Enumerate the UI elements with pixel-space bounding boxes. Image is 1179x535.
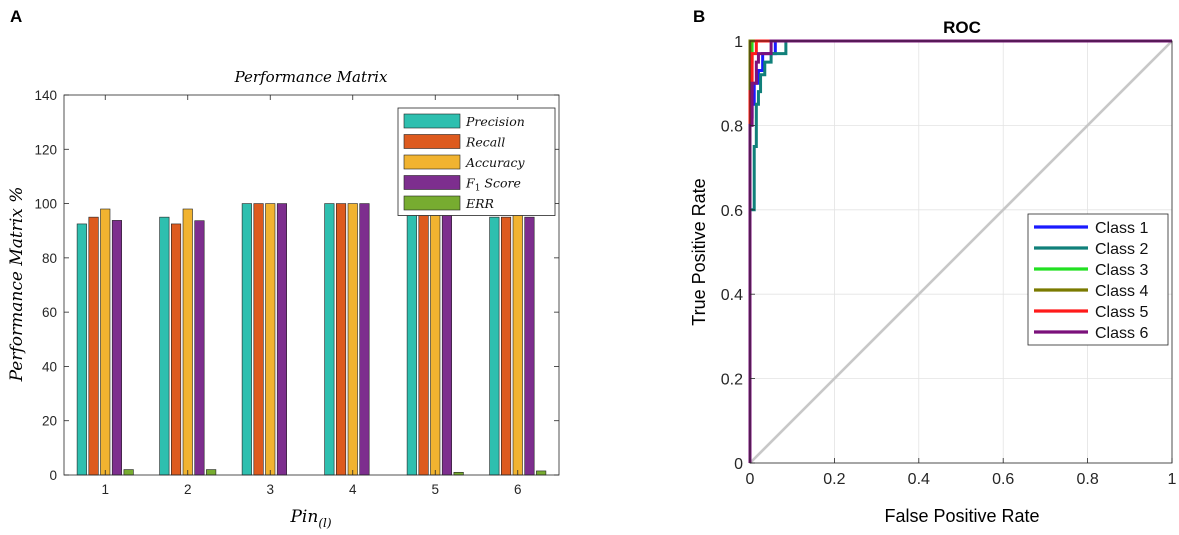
bar-accuracy-2 — [182, 208, 193, 476]
chart-a-title: Performance Matrix — [234, 68, 388, 86]
bar-accuracy-4 — [347, 203, 358, 476]
panel-a-label: A — [10, 7, 22, 26]
y-tick-label: 20 — [42, 414, 57, 429]
y-tick-label: 140 — [34, 88, 57, 103]
chart-b-legend — [1027, 213, 1169, 346]
bar-err-6 — [536, 470, 547, 476]
chart-b-xlabel: False Positive Rate — [884, 506, 1039, 526]
bar-recall-6 — [500, 216, 512, 476]
y-tick-label: 40 — [42, 359, 57, 374]
legend-swatch-f1-score — [403, 175, 461, 190]
legend-label-precision: Precision — [465, 114, 525, 129]
chart-b-axes-box — [749, 40, 1173, 464]
bar-f1-score-3 — [276, 203, 288, 476]
legend-label-class-6: Class 6 — [1095, 325, 1148, 342]
chart-b-ylabel: True Positive Rate — [689, 178, 709, 325]
legend-label-class-5: Class 5 — [1095, 304, 1148, 321]
x-tick-label: 2 — [184, 482, 192, 497]
legend-swatch-precision — [403, 113, 461, 129]
y-tick-label: 1 — [734, 34, 743, 51]
y-tick-label: 0.2 — [721, 372, 743, 389]
legend-text-sub: 1 — [475, 184, 481, 194]
y-tick-label: 0.4 — [721, 287, 743, 304]
legend-label-class-1: Class 1 — [1095, 220, 1148, 237]
x-tick-label: 4 — [349, 482, 357, 497]
bar-precision-2 — [159, 216, 170, 476]
legend-label-accuracy: Accuracy — [465, 155, 526, 170]
bar-f1-score-5 — [441, 210, 453, 476]
legend-swatch-recall — [403, 134, 461, 149]
bar-f1-score-6 — [524, 216, 535, 476]
legend-text: Recall — [465, 135, 505, 150]
x-tick-label: 5 — [431, 482, 439, 497]
y-tick-label: 120 — [34, 142, 57, 157]
x-tick-label: 3 — [266, 482, 274, 497]
y-tick-label: 100 — [34, 197, 57, 212]
legend-label-f1-score: F1 Score — [465, 176, 521, 194]
x-tick-label: 0.8 — [1076, 471, 1098, 488]
legend-label-recall: Recall — [465, 135, 505, 150]
chart-a-xlabel: Pin(l) — [289, 507, 331, 530]
legend-text: Accuracy — [465, 155, 526, 170]
roc-diagonal-line — [749, 40, 1173, 464]
legend-label-err: ERR — [465, 196, 494, 211]
y-tick-label: 0 — [734, 456, 743, 473]
bar-err-1 — [123, 469, 134, 476]
legend-swatch-err — [403, 195, 461, 211]
legend-text-tail: Score — [480, 176, 520, 191]
panel-b-label: B — [693, 7, 705, 26]
legend-text: Precision — [465, 114, 525, 129]
bar-err-2 — [206, 469, 217, 476]
bar-f1-score-4 — [359, 203, 370, 476]
bar-accuracy-1 — [100, 208, 111, 476]
bar-recall-3 — [253, 203, 264, 476]
bar-precision-1 — [76, 223, 87, 476]
legend-text: F — [465, 176, 476, 191]
y-tick-label: 80 — [42, 251, 57, 266]
chart-a-axes-box — [63, 94, 560, 476]
bar-precision-5 — [406, 210, 417, 476]
bar-precision-4 — [324, 203, 335, 476]
chart-b: 0 0.2 0.4 0.6 0.8 1 0 0.2 0.4 0.6 0.8 1 Class 1 Class… — [721, 34, 1177, 488]
x-tick-label: 1 — [101, 482, 109, 497]
bar-f1-score-2 — [194, 220, 205, 476]
x-tick-label: 0 — [746, 471, 755, 488]
chart-a-xlabel-sub: (l) — [318, 516, 332, 530]
y-tick-label: 0.6 — [721, 203, 743, 220]
x-tick-label: 0.4 — [908, 471, 930, 488]
bar-f1-score-1 — [111, 220, 122, 476]
y-tick-label: 0 — [49, 468, 57, 483]
bar-precision-3 — [241, 203, 252, 476]
bar-precision-6 — [489, 216, 500, 476]
chart-b-title: ROC — [943, 18, 981, 37]
chart-a: 0 20 40 60 80 100 120 140 1 2 3 4 5 6 Precision Recall A… — [34, 88, 560, 497]
y-tick-label: 60 — [42, 305, 57, 320]
y-tick-label: 0.8 — [721, 118, 743, 135]
legend-swatch-accuracy — [403, 154, 461, 170]
bar-err-5 — [453, 471, 464, 476]
chart-a-xlabel-main: Pin — [289, 507, 318, 527]
legend-label-class-3: Class 3 — [1095, 262, 1148, 279]
roc-line-class-2 — [748, 39, 1172, 463]
chart-a-ylabel: Performance Matrix % — [7, 187, 27, 383]
bar-recall-5 — [418, 210, 429, 476]
x-tick-label: 0.6 — [992, 471, 1014, 488]
bar-accuracy-5 — [430, 205, 441, 476]
bar-accuracy-3 — [265, 203, 276, 476]
bar-recall-4 — [335, 203, 347, 476]
legend-label-class-2: Class 2 — [1095, 241, 1148, 258]
x-tick-label: 1 — [1168, 471, 1177, 488]
bar-recall-2 — [171, 223, 182, 476]
legend-text: ERR — [465, 196, 494, 211]
x-tick-label: 0.2 — [823, 471, 845, 488]
x-tick-label: 6 — [514, 482, 522, 497]
legend-label-class-4: Class 4 — [1095, 283, 1148, 300]
bar-accuracy-6 — [512, 207, 523, 476]
bar-recall-1 — [88, 216, 99, 476]
